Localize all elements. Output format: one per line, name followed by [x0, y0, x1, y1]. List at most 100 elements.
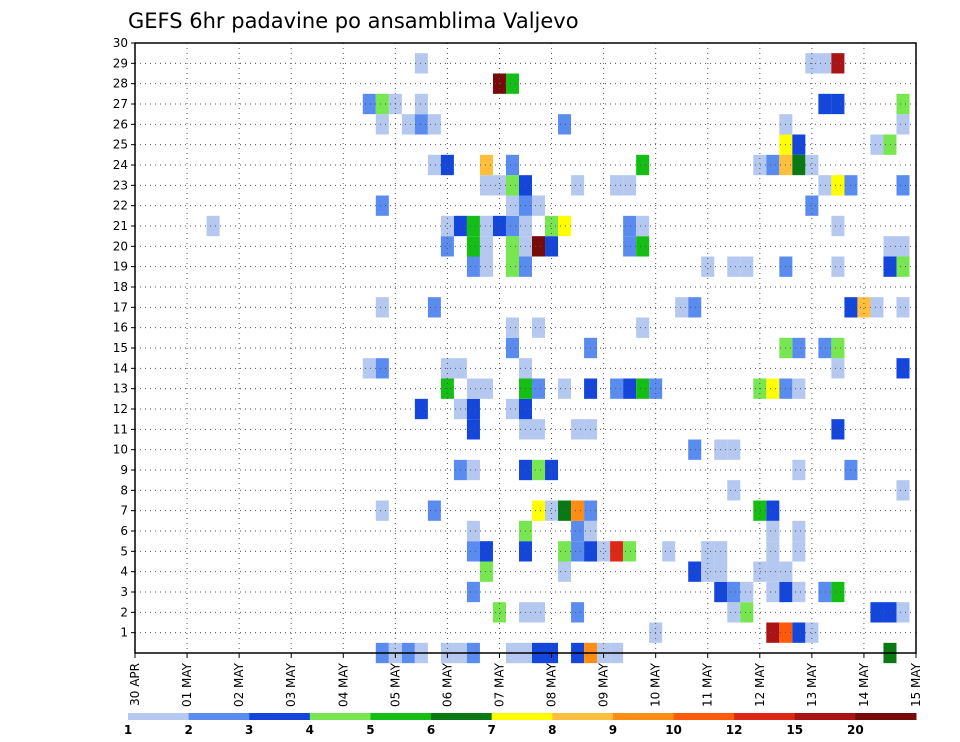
heatmap-cell — [623, 541, 637, 562]
heatmap-cell — [466, 378, 480, 399]
heatmap-cell — [831, 53, 845, 74]
heatmap-cell — [427, 297, 441, 318]
y-axis: 1234567891011121314151617181920212223242… — [113, 36, 135, 640]
heatmap-cell — [375, 358, 389, 379]
x-tick-label: 30 APR — [128, 663, 142, 706]
heatmap-cell — [532, 500, 546, 521]
heatmap-cell — [818, 581, 832, 603]
x-tick-label: 10 MAY — [649, 662, 663, 707]
heatmap-cell — [466, 581, 480, 603]
y-tick-label: 2 — [120, 605, 128, 619]
heatmap-cell — [505, 215, 519, 237]
heatmap-cell — [440, 154, 454, 176]
heatmap-cell — [597, 541, 611, 562]
heatmap-cell — [479, 236, 493, 257]
y-tick-label: 4 — [120, 565, 128, 579]
heatmap-cell — [558, 378, 572, 399]
heatmap-cell — [688, 439, 702, 460]
heatmap-cell — [636, 154, 650, 176]
x-tick-label: 02 MAY — [232, 662, 246, 707]
heatmap-cell — [532, 419, 546, 440]
heatmap-cell — [701, 541, 715, 562]
colorbar-label: 9 — [609, 723, 617, 737]
heatmap-cell — [831, 581, 845, 603]
heatmap-cell — [401, 114, 415, 135]
heatmap-cell — [896, 236, 910, 257]
heatmap-cell — [492, 175, 506, 196]
heatmap-cell — [466, 541, 480, 562]
heatmap-cell — [688, 297, 702, 318]
heatmap-cells — [206, 53, 910, 664]
colorbar-label: 20 — [847, 723, 864, 737]
heatmap-cell — [831, 175, 845, 196]
heatmap-cell — [532, 317, 546, 338]
heatmap-cell — [545, 459, 559, 481]
heatmap-cell — [571, 419, 585, 440]
heatmap-cell — [479, 215, 493, 237]
colorbar-label: 15 — [786, 723, 803, 737]
heatmap-cell — [545, 215, 559, 237]
heatmap-cell — [870, 134, 884, 155]
heatmap-cell — [766, 561, 780, 582]
heatmap-cell — [792, 520, 806, 542]
colorbar-swatch — [855, 713, 917, 720]
x-tick-label: 01 MAY — [180, 662, 194, 707]
heatmap-cell — [727, 439, 741, 460]
heatmap-cell — [896, 358, 910, 379]
heatmap-cell — [766, 378, 780, 399]
x-axis: 30 APR 01 MAY 02 MAY 03 MAY 04 MAY 05 MAY 06 M… — [128, 653, 923, 707]
heatmap-cell — [753, 500, 767, 521]
y-tick-label: 27 — [113, 97, 128, 111]
heatmap-cell — [766, 520, 780, 542]
heatmap-cell — [571, 520, 585, 542]
heatmap-cell — [896, 297, 910, 318]
heatmap-cell — [505, 317, 519, 338]
heatmap-cell — [831, 93, 845, 115]
heatmap-cell — [727, 581, 741, 603]
x-tick-label: 06 MAY — [440, 662, 454, 707]
heatmap-cell — [414, 114, 428, 135]
heatmap-cell — [414, 93, 428, 115]
heatmap-cell — [740, 602, 754, 623]
heatmap-cell — [792, 581, 806, 603]
colorbar-label: 1 — [124, 723, 132, 737]
heatmap-cell — [532, 378, 546, 399]
heatmap-cell — [727, 256, 741, 277]
y-tick-label: 6 — [120, 524, 128, 538]
heatmap-cell — [492, 215, 506, 237]
heatmap-cell — [831, 256, 845, 277]
heatmap-cell — [727, 602, 741, 623]
heatmap-cell — [427, 114, 441, 135]
heatmap-cell — [675, 297, 689, 318]
y-tick-label: 20 — [113, 239, 128, 253]
heatmap-cell — [701, 561, 715, 582]
heatmap-cell — [505, 398, 519, 420]
heatmap-cell — [571, 500, 585, 521]
heatmap-cell — [558, 114, 572, 135]
colorbar-swatch — [673, 713, 735, 720]
heatmap-cell — [558, 500, 572, 521]
y-tick-label: 23 — [113, 178, 128, 192]
y-tick-label: 21 — [113, 219, 128, 233]
heatmap-cell — [766, 500, 780, 521]
heatmap-cell — [883, 236, 897, 257]
heatmap-cell — [532, 459, 546, 481]
colorbar-swatch — [794, 713, 856, 720]
chart-title: GEFS 6hr padavine po ansamblima Valjevo — [128, 9, 579, 33]
heatmap-cell — [505, 195, 519, 216]
heatmap-cell — [896, 480, 910, 501]
heatmap-cell — [532, 195, 546, 216]
y-tick-label: 5 — [120, 544, 128, 558]
heatmap-cell — [375, 297, 389, 318]
x-tick-label: 03 MAY — [284, 662, 298, 707]
heatmap-cell — [805, 622, 819, 643]
colorbar-swatch — [370, 713, 432, 720]
heatmap-cell — [427, 154, 441, 176]
colorbar-swatch — [491, 713, 553, 720]
heatmap-cell — [479, 175, 493, 196]
heatmap-cell — [883, 134, 897, 155]
heatmap-cell — [558, 561, 572, 582]
heatmap-cell — [479, 256, 493, 277]
heatmap-cell — [362, 358, 376, 379]
heatmap-cell — [623, 378, 637, 399]
